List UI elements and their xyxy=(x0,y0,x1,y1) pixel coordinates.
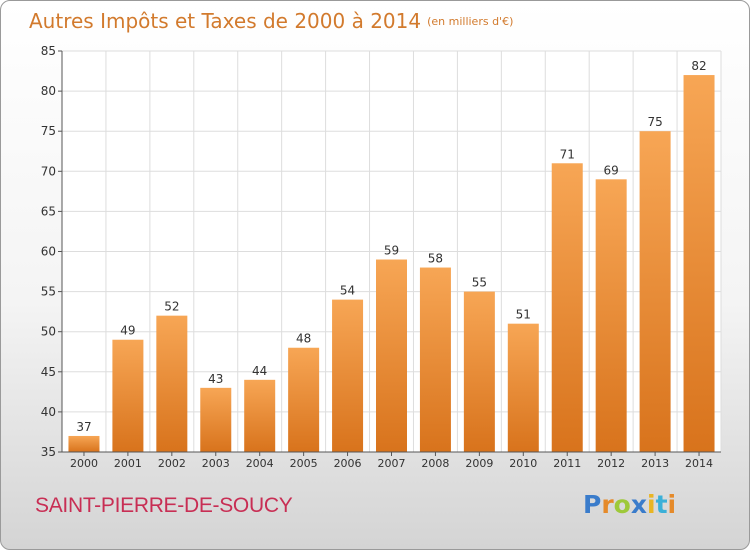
bar-value-label: 55 xyxy=(472,276,487,290)
bar xyxy=(463,291,495,452)
bar-value-label: 58 xyxy=(428,252,443,266)
x-tick-label: 2013 xyxy=(641,457,669,470)
bar xyxy=(200,387,232,452)
y-tick-label: 75 xyxy=(41,124,56,138)
commune-name: SAINT-PIERRE-DE-SOUCY xyxy=(35,494,293,517)
x-tick-label: 2008 xyxy=(421,457,449,470)
chart-title: Autres Impôts et Taxes de 2000 à 2014 (en… xyxy=(29,9,513,33)
bar-value-label: 52 xyxy=(164,300,179,314)
x-tick-label: 2010 xyxy=(509,457,537,470)
x-tick-label: 2012 xyxy=(597,457,625,470)
y-tick-label: 40 xyxy=(41,405,56,419)
logo-letter: o xyxy=(613,490,631,519)
bar xyxy=(376,259,407,452)
x-tick-label: 2009 xyxy=(465,457,493,470)
y-tick-label: 80 xyxy=(41,84,56,98)
bar-value-label: 69 xyxy=(604,163,619,177)
bar xyxy=(68,435,100,452)
x-tick-label: 2002 xyxy=(158,457,186,470)
bar-value-label: 75 xyxy=(647,115,662,129)
chart-title-text: Autres Impôts et Taxes de 2000 à 2014 xyxy=(29,9,422,33)
x-tick-label: 2000 xyxy=(70,457,98,470)
bar xyxy=(551,163,583,452)
x-tick-label: 2001 xyxy=(114,457,142,470)
y-tick-label: 35 xyxy=(41,445,56,459)
labels: 35 40 45 50 55 60 65 70 75 80 85 37 2000 49 2001 52 2002… xyxy=(41,44,713,470)
x-tick-label: 2014 xyxy=(685,457,713,470)
x-tick-label: 2005 xyxy=(290,457,318,470)
logo-letter: P xyxy=(583,490,602,519)
bar-value-label: 37 xyxy=(76,420,91,434)
bar xyxy=(419,267,451,452)
x-tick-label: 2007 xyxy=(378,457,406,470)
logo-letter: t xyxy=(655,490,668,519)
y-tick-label: 60 xyxy=(41,245,56,259)
logo-letter: x xyxy=(630,490,647,519)
y-tick-label: 50 xyxy=(41,325,56,339)
logo-letter: i xyxy=(667,490,677,519)
bar-value-label: 59 xyxy=(384,244,399,258)
axes xyxy=(58,50,721,456)
bar-value-label: 48 xyxy=(296,332,311,346)
bar xyxy=(244,379,276,452)
bar-value-label: 82 xyxy=(691,59,706,73)
bar-value-label: 54 xyxy=(340,284,355,298)
bar xyxy=(507,323,539,452)
chart-unit: (en milliers d'€) xyxy=(427,15,514,28)
bar xyxy=(332,299,364,452)
x-tick-label: 2004 xyxy=(246,457,274,470)
y-tick-label: 45 xyxy=(41,365,56,379)
x-tick-label: 2003 xyxy=(202,457,230,470)
bar xyxy=(639,131,671,452)
bar-value-label: 51 xyxy=(516,308,531,322)
bar xyxy=(288,347,320,452)
y-tick-label: 55 xyxy=(41,285,56,299)
bar-value-label: 43 xyxy=(208,372,223,386)
y-tick-label: 85 xyxy=(41,44,56,58)
bar-value-label: 49 xyxy=(120,324,135,338)
proxiti-logo: Proxiti xyxy=(583,490,676,519)
bars xyxy=(68,75,715,452)
bar-value-label: 44 xyxy=(252,364,267,378)
logo-letter: i xyxy=(647,490,656,519)
bar xyxy=(683,75,715,452)
bar xyxy=(112,339,144,452)
logo-letter: r xyxy=(601,490,614,519)
y-tick-label: 70 xyxy=(41,164,56,178)
bar-value-label: 71 xyxy=(560,147,575,161)
bar xyxy=(595,179,627,452)
bar xyxy=(156,315,188,452)
x-tick-label: 2011 xyxy=(553,457,581,470)
x-tick-label: 2006 xyxy=(334,457,362,470)
y-tick-label: 65 xyxy=(41,204,56,218)
